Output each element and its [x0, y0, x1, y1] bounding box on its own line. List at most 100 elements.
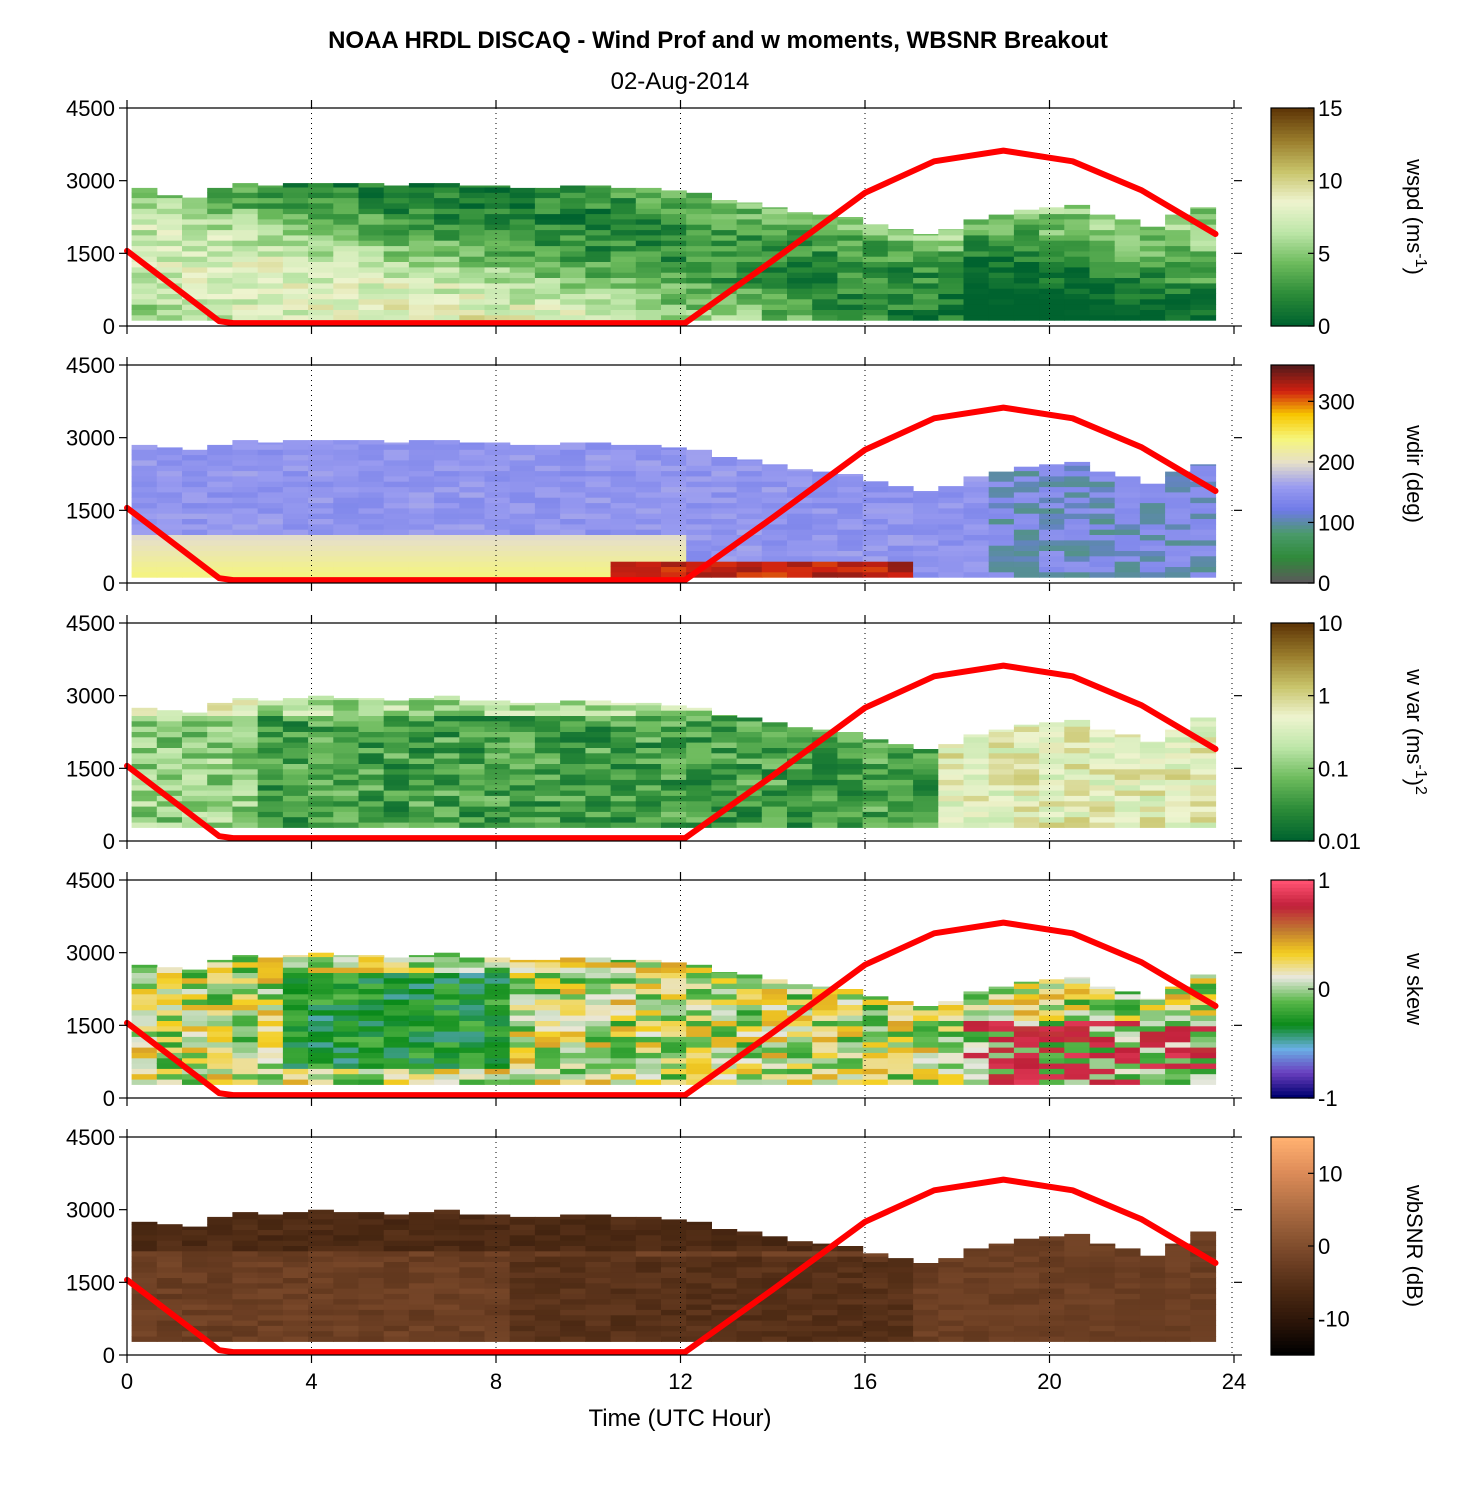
heatmap-cell — [534, 758, 561, 764]
heatmap-cell — [1190, 758, 1217, 764]
colorbar-step — [1271, 209, 1314, 214]
heatmap-cell — [534, 811, 561, 818]
heatmap-cell — [257, 1015, 284, 1021]
heatmap-cell — [610, 779, 637, 786]
heatmap-cell — [585, 972, 612, 979]
heatmap-cell — [333, 1314, 360, 1321]
heatmap-cell — [887, 1330, 914, 1337]
heatmap-cell — [434, 1047, 460, 1053]
colorbar-step — [1271, 235, 1314, 240]
heatmap-cell — [988, 1009, 1015, 1016]
heatmap-cell — [282, 486, 309, 493]
heatmap-cell — [560, 1025, 586, 1032]
heatmap-cell — [1114, 747, 1141, 754]
heatmap-cell — [988, 988, 1015, 995]
heatmap-cell — [257, 1004, 284, 1011]
label-close: ) — [1402, 779, 1427, 786]
heatmap-cell — [383, 795, 410, 802]
heatmap-cell — [1165, 529, 1191, 535]
heatmap-cell — [812, 550, 838, 557]
heatmap-cell — [585, 545, 612, 551]
heatmap-cell — [282, 1304, 309, 1310]
heatmap-cell — [1165, 491, 1191, 498]
heatmap-cell — [560, 972, 586, 979]
heatmap-cell — [484, 475, 511, 482]
heatmap-cell — [862, 1253, 889, 1257]
heatmap-cell — [308, 1272, 334, 1278]
heatmap-cell — [156, 1330, 183, 1337]
heatmap-cell — [1013, 256, 1040, 262]
heatmap-cell — [787, 758, 813, 764]
colorbar-step — [1271, 713, 1314, 718]
heatmap-cell — [812, 986, 838, 989]
heatmap-cell — [635, 1336, 662, 1342]
heatmap-cell — [459, 1293, 486, 1300]
heatmap-cell — [988, 550, 1015, 557]
colorbar-step — [1271, 419, 1314, 424]
heatmap-cell — [534, 1261, 561, 1268]
heatmap-cell — [635, 454, 662, 461]
heatmap-cell — [534, 763, 561, 770]
heatmap-cell — [787, 1325, 813, 1332]
heatmap-cell — [1165, 309, 1191, 316]
heatmap-cell — [988, 763, 1015, 770]
colorbar-step — [1271, 826, 1314, 831]
heatmap-cell — [131, 1330, 158, 1337]
heatmap-cell — [484, 1293, 511, 1300]
heatmap-cell — [862, 1325, 889, 1332]
heatmap-cell — [913, 529, 939, 535]
heatmap-cell — [1139, 486, 1166, 493]
heatmap-cell — [1165, 768, 1191, 775]
heatmap-cell — [787, 314, 813, 321]
heatmap-cell — [131, 555, 158, 562]
heatmap-cell — [736, 1250, 763, 1257]
heatmap-cell — [812, 566, 838, 573]
heatmap-cell — [333, 956, 360, 963]
heatmap-cell — [282, 1261, 309, 1268]
heatmap-cell — [635, 293, 662, 300]
heatmap-cell — [938, 1079, 965, 1085]
heatmap-cell — [383, 983, 410, 989]
heatmap-cell — [131, 234, 158, 241]
heatmap-cell — [131, 491, 158, 498]
overlay-line — [124, 404, 1219, 584]
heatmap-cell — [610, 736, 637, 743]
heatmap-cell — [1165, 245, 1191, 252]
heatmap-cell — [1039, 795, 1065, 802]
heatmap-cell — [257, 1293, 284, 1300]
heatmap-cell — [913, 790, 939, 796]
heatmap-cell — [938, 502, 965, 509]
heatmap-cell — [938, 256, 965, 262]
heatmap-cell — [509, 277, 536, 284]
heatmap-cell — [610, 726, 637, 732]
heatmap-cell — [1064, 229, 1091, 236]
heatmap-cell — [560, 208, 586, 215]
heatmap-cell — [761, 1298, 788, 1305]
heatmap-cell — [484, 726, 511, 732]
heatmap-cell — [182, 513, 208, 519]
heatmap-cell — [207, 1057, 233, 1064]
colorbar-step — [1271, 883, 1314, 888]
heatmap-cell — [308, 1314, 334, 1321]
heatmap-cell — [761, 293, 788, 300]
heatmap-cell — [383, 272, 410, 278]
heatmap-cell — [156, 491, 183, 498]
heatmap-cell — [484, 1020, 511, 1027]
heatmap-cell — [509, 704, 536, 711]
heatmap-cell — [610, 192, 637, 199]
heatmap-cell — [408, 545, 435, 551]
heatmap-cell — [358, 555, 385, 562]
y-tick-label: 3000 — [66, 169, 115, 194]
heatmap-cell — [534, 1009, 561, 1016]
heatmap-cell — [585, 224, 612, 231]
heatmap-cell — [1013, 475, 1040, 482]
heatmap-cell — [963, 991, 990, 995]
heatmap-cell — [1064, 774, 1091, 780]
y-tick-label: 4500 — [66, 353, 115, 378]
heatmap-cell — [1039, 224, 1065, 231]
heatmap-cell — [837, 571, 864, 578]
heatmap-cell — [358, 502, 385, 509]
heatmap-cell — [887, 491, 914, 498]
heatmap-cell — [661, 784, 687, 791]
